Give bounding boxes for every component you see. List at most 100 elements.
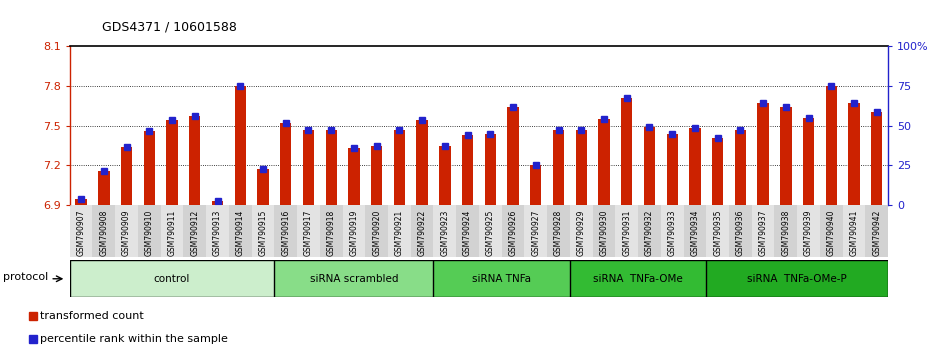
Bar [530, 165, 541, 205]
Bar [320, 205, 342, 257]
Bar [843, 205, 866, 257]
Bar [803, 118, 815, 205]
Bar [508, 107, 519, 205]
Text: GSM790938: GSM790938 [781, 210, 790, 256]
Text: GSM790940: GSM790940 [827, 210, 836, 256]
Text: GSM790908: GSM790908 [100, 210, 109, 256]
Text: GSM790928: GSM790928 [554, 210, 563, 256]
Text: GSM790913: GSM790913 [213, 210, 222, 256]
Bar [661, 205, 684, 257]
Bar [433, 205, 457, 257]
Bar [848, 103, 859, 205]
Text: siRNA TNFa: siRNA TNFa [472, 274, 531, 284]
Text: transformed count: transformed count [39, 311, 143, 321]
Text: GSM790916: GSM790916 [281, 210, 290, 256]
Text: GSM790927: GSM790927 [531, 210, 540, 256]
Bar [348, 148, 360, 205]
Text: GSM790921: GSM790921 [395, 210, 404, 256]
Bar [75, 199, 86, 205]
Bar [570, 205, 592, 257]
Bar [820, 205, 843, 257]
Bar [501, 205, 525, 257]
Text: GSM790914: GSM790914 [235, 210, 245, 256]
Text: GSM790930: GSM790930 [600, 210, 608, 256]
Bar [417, 120, 428, 205]
Bar [729, 205, 751, 257]
Bar [326, 130, 337, 205]
Bar [183, 205, 206, 257]
Bar [280, 123, 291, 205]
Bar [457, 205, 479, 257]
Bar [393, 130, 405, 205]
Bar [303, 130, 314, 205]
Bar [552, 130, 565, 205]
Bar [206, 205, 229, 257]
Bar [274, 205, 297, 257]
Bar [92, 205, 115, 257]
Bar [365, 205, 388, 257]
Bar [121, 147, 132, 205]
Text: GSM790915: GSM790915 [259, 210, 268, 256]
Text: GSM790907: GSM790907 [76, 210, 86, 256]
Bar [433, 260, 570, 297]
Text: GSM790932: GSM790932 [644, 210, 654, 256]
Text: GSM790911: GSM790911 [167, 210, 177, 256]
Bar [684, 205, 706, 257]
Bar [780, 107, 791, 205]
Bar [689, 128, 700, 205]
Bar [229, 205, 252, 257]
Text: GSM790922: GSM790922 [418, 210, 427, 256]
Bar [252, 205, 274, 257]
Bar [166, 120, 178, 205]
Bar [638, 205, 661, 257]
Text: GSM790917: GSM790917 [304, 210, 313, 256]
Text: GSM790937: GSM790937 [759, 210, 767, 256]
Bar [826, 86, 837, 205]
Bar [570, 260, 706, 297]
Bar [138, 205, 161, 257]
Bar [797, 205, 820, 257]
Bar [775, 205, 797, 257]
Bar [342, 205, 365, 257]
Text: GSM790920: GSM790920 [372, 210, 381, 256]
Bar [439, 145, 450, 205]
Bar [751, 205, 775, 257]
Bar [871, 113, 883, 205]
Bar [592, 205, 616, 257]
Text: control: control [153, 274, 191, 284]
Text: percentile rank within the sample: percentile rank within the sample [39, 334, 228, 344]
Text: GSM790926: GSM790926 [509, 210, 518, 256]
Bar [525, 205, 547, 257]
Text: GSM790912: GSM790912 [191, 210, 199, 256]
Bar [547, 205, 570, 257]
Bar [411, 205, 433, 257]
Bar [115, 205, 138, 257]
Bar [99, 171, 110, 205]
Text: GSM790935: GSM790935 [713, 210, 723, 256]
Text: siRNA scrambled: siRNA scrambled [310, 274, 398, 284]
Bar [644, 127, 655, 205]
Bar [735, 130, 746, 205]
Bar [706, 205, 729, 257]
Text: GSM790936: GSM790936 [736, 210, 745, 256]
Bar [212, 201, 223, 205]
Text: GSM790924: GSM790924 [463, 210, 472, 256]
Text: GSM790934: GSM790934 [690, 210, 699, 256]
Text: GSM790939: GSM790939 [804, 210, 813, 256]
Bar [462, 135, 473, 205]
Text: siRNA  TNFa-OMe-P: siRNA TNFa-OMe-P [748, 274, 847, 284]
Bar [189, 116, 201, 205]
Text: GSM790923: GSM790923 [440, 210, 449, 256]
Bar [143, 131, 155, 205]
Bar [258, 170, 269, 205]
Text: GSM790919: GSM790919 [350, 210, 358, 256]
Bar [479, 205, 501, 257]
Bar [712, 138, 724, 205]
Bar [616, 205, 638, 257]
Text: protocol: protocol [4, 272, 48, 282]
Text: GSM790931: GSM790931 [622, 210, 631, 256]
Bar [598, 119, 610, 205]
Bar [621, 98, 632, 205]
Bar [274, 260, 433, 297]
Bar [576, 130, 587, 205]
